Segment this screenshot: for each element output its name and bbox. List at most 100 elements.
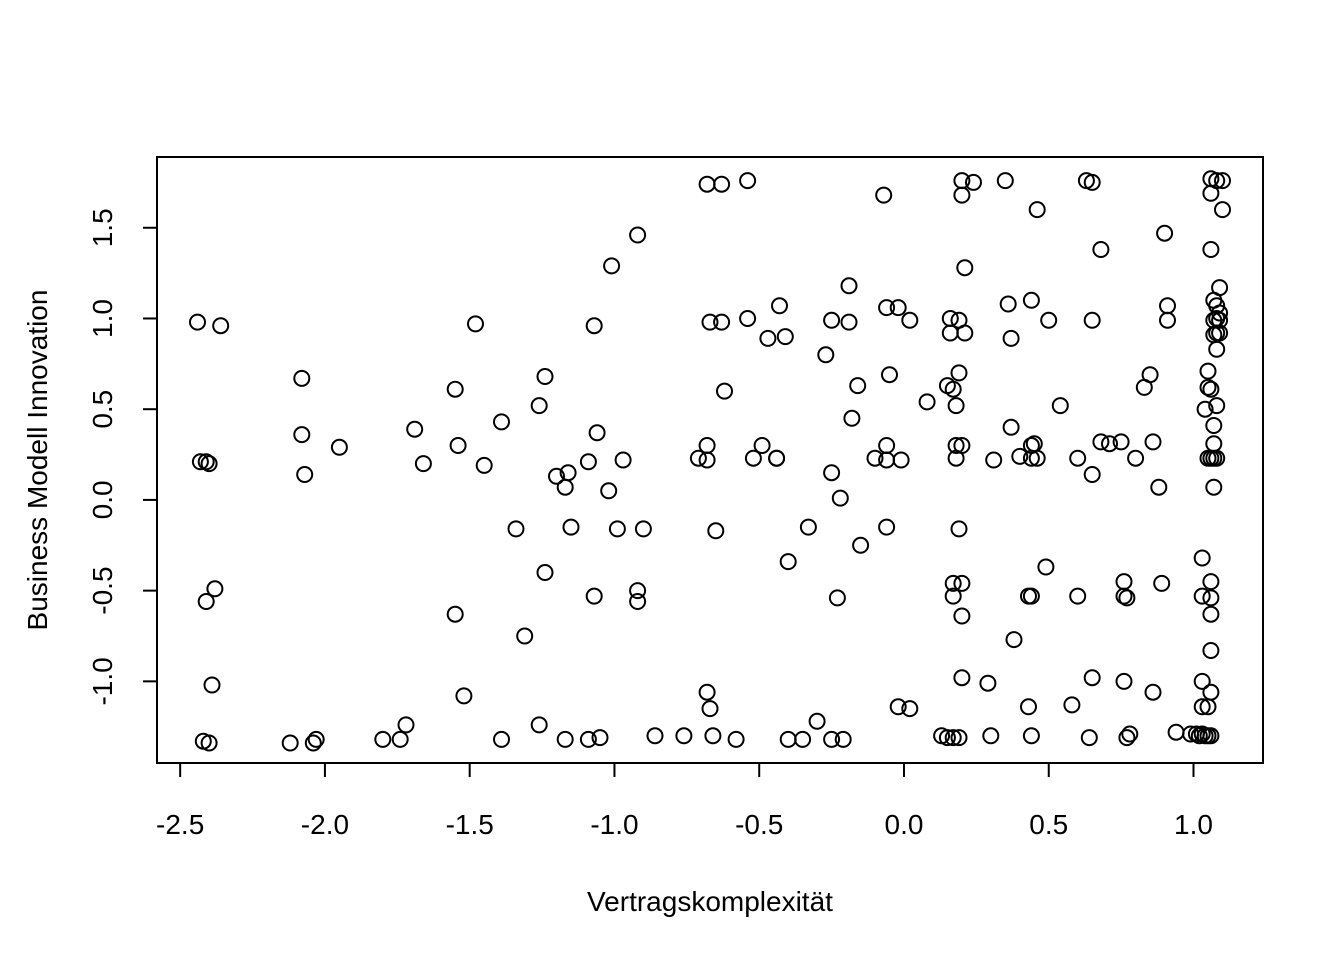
data-point <box>840 313 858 331</box>
data-point <box>1167 723 1185 741</box>
data-point <box>1208 397 1226 415</box>
data-point <box>953 186 971 204</box>
x-tick-label: -1.0 <box>590 809 638 840</box>
data-point <box>1115 573 1133 591</box>
data-point <box>944 574 962 592</box>
data-point <box>1092 241 1110 258</box>
data-point <box>953 669 971 687</box>
data-point <box>698 175 716 193</box>
y-tick-label: -1.0 <box>87 657 118 705</box>
data-point <box>1002 418 1020 436</box>
data-point <box>1208 340 1226 358</box>
data-point <box>947 437 965 454</box>
data-point <box>1202 380 1220 398</box>
data-point <box>507 520 525 538</box>
data-point <box>817 346 835 364</box>
data-point <box>918 393 936 411</box>
data-point <box>1202 642 1220 659</box>
data-point <box>1196 400 1214 418</box>
data-point <box>889 299 907 317</box>
data-point <box>1022 449 1040 467</box>
data-point <box>559 464 577 482</box>
data-point <box>768 449 786 467</box>
data-point <box>1051 397 1069 415</box>
data-point <box>530 397 548 415</box>
data-point <box>1150 478 1168 496</box>
data-point <box>579 453 597 471</box>
data-point <box>591 729 609 747</box>
data-point <box>1211 324 1229 342</box>
data-point <box>1040 311 1058 329</box>
data-point <box>689 449 707 467</box>
data-point <box>608 520 626 538</box>
x-tick-label: -1.5 <box>446 809 494 840</box>
data-point <box>629 593 647 610</box>
data-point <box>823 730 841 748</box>
data-point <box>1092 433 1110 451</box>
data-point <box>698 437 716 454</box>
data-point <box>985 451 1003 469</box>
data-point <box>1190 727 1208 745</box>
data-point <box>548 467 565 485</box>
data-point <box>799 518 817 536</box>
data-point <box>475 456 493 474</box>
data-point <box>701 313 719 331</box>
data-point <box>556 730 574 748</box>
data-point <box>1020 698 1037 716</box>
data-point <box>1159 297 1176 315</box>
data-point <box>771 297 788 315</box>
data-point <box>1193 549 1211 567</box>
x-tick-label: 0.5 <box>1029 809 1068 840</box>
data-point <box>212 317 230 335</box>
data-point <box>953 574 971 592</box>
data-point <box>1211 311 1229 329</box>
data-point <box>698 683 716 701</box>
data-point <box>956 259 974 277</box>
data-point <box>727 730 745 748</box>
data-point <box>953 607 971 625</box>
data-point <box>1156 224 1174 242</box>
x-tick-label: -2.5 <box>156 809 204 840</box>
data-point <box>889 698 907 716</box>
data-point <box>901 700 919 718</box>
data-point <box>892 451 910 469</box>
data-point <box>996 172 1014 190</box>
data-point <box>1214 201 1231 219</box>
data-point <box>189 313 206 331</box>
x-axis: -2.5 -2.0 -1.5 -1.0 -0.5 0.0 0.5 1.0 <box>156 762 1213 840</box>
data-point <box>1118 589 1136 607</box>
data-point <box>823 311 841 329</box>
data-point <box>1211 304 1229 322</box>
x-tick-label: 1.0 <box>1174 809 1213 840</box>
data-point <box>704 727 722 745</box>
data-point <box>944 380 962 398</box>
data-point <box>203 676 221 694</box>
data-point <box>197 593 215 610</box>
data-point <box>950 729 968 747</box>
data-point <box>293 369 311 387</box>
data-point <box>1028 201 1046 219</box>
data-point <box>585 587 603 605</box>
data-points <box>189 170 1231 752</box>
y-tick-label: 0.5 <box>87 390 118 429</box>
data-point <box>293 426 311 444</box>
x-tick-label: -2.0 <box>301 809 349 840</box>
data-point <box>629 226 647 244</box>
data-point <box>878 437 896 454</box>
data-point <box>753 437 771 454</box>
data-point <box>1069 449 1087 467</box>
data-point <box>794 730 812 748</box>
data-point <box>866 449 884 467</box>
data-point <box>698 451 716 469</box>
data-point <box>467 315 484 333</box>
data-point <box>307 730 325 748</box>
data-point <box>1080 729 1098 747</box>
x-tick-label: 0.0 <box>885 809 924 840</box>
data-point <box>449 437 467 454</box>
data-point <box>646 727 664 745</box>
x-axis-title: Vertragskomplexität <box>587 886 833 917</box>
data-point <box>1202 727 1220 745</box>
data-point <box>1208 449 1226 467</box>
data-point <box>831 489 849 507</box>
data-point <box>713 313 731 331</box>
